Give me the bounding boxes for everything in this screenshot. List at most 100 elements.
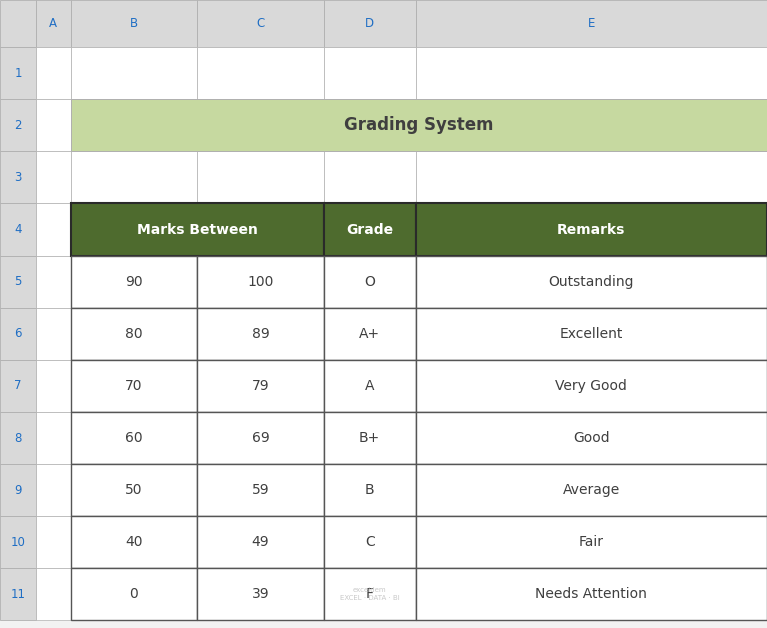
- Text: 90: 90: [125, 274, 143, 289]
- Text: F: F: [366, 587, 374, 602]
- Text: E: E: [588, 17, 595, 30]
- Bar: [71, 308, 197, 360]
- Text: 1: 1: [15, 67, 21, 80]
- Bar: [416, 203, 767, 256]
- Bar: [0, 568, 36, 620]
- Bar: [0, 256, 36, 308]
- Text: 60: 60: [125, 431, 143, 445]
- Text: 0: 0: [130, 587, 138, 602]
- Bar: [0, 99, 36, 151]
- Bar: [197, 516, 324, 568]
- Bar: [197, 0, 324, 47]
- Bar: [324, 412, 416, 464]
- Text: B: B: [365, 483, 374, 497]
- Bar: [71, 203, 197, 256]
- Text: 100: 100: [247, 274, 274, 289]
- Text: 49: 49: [252, 535, 269, 550]
- Text: 5: 5: [15, 275, 21, 288]
- Bar: [416, 203, 767, 256]
- Text: Needs Attention: Needs Attention: [535, 587, 647, 602]
- Bar: [197, 308, 324, 360]
- Bar: [416, 464, 767, 516]
- Text: Grading System: Grading System: [344, 116, 493, 134]
- Bar: [324, 151, 416, 203]
- Bar: [416, 99, 767, 151]
- Text: Grade: Grade: [346, 222, 393, 237]
- Bar: [197, 464, 324, 516]
- Bar: [416, 256, 767, 308]
- Text: 80: 80: [125, 327, 143, 341]
- Bar: [36, 360, 71, 412]
- Bar: [416, 516, 767, 568]
- Bar: [324, 99, 416, 151]
- Text: Marks Between: Marks Between: [137, 222, 258, 237]
- Bar: [324, 203, 416, 256]
- Text: C: C: [256, 17, 265, 30]
- Bar: [71, 464, 197, 516]
- Text: 79: 79: [252, 379, 269, 393]
- Text: 89: 89: [252, 327, 269, 341]
- Bar: [71, 412, 197, 464]
- Bar: [36, 0, 71, 47]
- Bar: [197, 412, 324, 464]
- Bar: [0, 412, 36, 464]
- Bar: [324, 568, 416, 620]
- Bar: [36, 568, 71, 620]
- Bar: [197, 308, 324, 360]
- Bar: [0, 308, 36, 360]
- Bar: [197, 151, 324, 203]
- Text: Outstanding: Outstanding: [548, 274, 634, 289]
- Bar: [71, 47, 197, 99]
- Bar: [71, 464, 197, 516]
- Text: A+: A+: [359, 327, 380, 341]
- Text: Very Good: Very Good: [555, 379, 627, 393]
- Bar: [197, 360, 324, 412]
- Text: 6: 6: [15, 327, 21, 340]
- Text: C: C: [365, 535, 374, 550]
- Bar: [324, 360, 416, 412]
- Bar: [71, 360, 197, 412]
- Text: B: B: [130, 17, 138, 30]
- Bar: [71, 516, 197, 568]
- Text: 40: 40: [125, 535, 143, 550]
- Text: A: A: [49, 17, 58, 30]
- Bar: [324, 0, 416, 47]
- Bar: [416, 308, 767, 360]
- Bar: [0, 360, 36, 412]
- Bar: [0, 47, 36, 99]
- Bar: [71, 0, 197, 47]
- Text: Remarks: Remarks: [557, 222, 626, 237]
- Bar: [0, 516, 36, 568]
- Bar: [197, 99, 324, 151]
- Text: B+: B+: [359, 431, 380, 445]
- Bar: [71, 568, 197, 620]
- Text: O: O: [364, 274, 375, 289]
- Text: exceldem
EXCEL · DATA · BI: exceldem EXCEL · DATA · BI: [340, 587, 400, 602]
- Text: 11: 11: [11, 588, 25, 601]
- Bar: [0, 151, 36, 203]
- Text: A: A: [365, 379, 374, 393]
- Bar: [197, 464, 324, 516]
- Bar: [0, 203, 36, 256]
- Bar: [416, 464, 767, 516]
- Bar: [197, 47, 324, 99]
- Bar: [416, 516, 767, 568]
- Bar: [416, 568, 767, 620]
- Bar: [71, 99, 767, 151]
- Bar: [324, 256, 416, 308]
- Bar: [416, 308, 767, 360]
- Bar: [197, 516, 324, 568]
- Bar: [324, 308, 416, 360]
- Bar: [416, 360, 767, 412]
- Bar: [416, 568, 767, 620]
- Bar: [197, 256, 324, 308]
- Bar: [197, 360, 324, 412]
- Bar: [324, 516, 416, 568]
- Text: 2: 2: [15, 119, 21, 132]
- Text: D: D: [365, 17, 374, 30]
- Text: 3: 3: [15, 171, 21, 184]
- Bar: [197, 256, 324, 308]
- Bar: [36, 516, 71, 568]
- Text: 59: 59: [252, 483, 269, 497]
- Bar: [71, 256, 197, 308]
